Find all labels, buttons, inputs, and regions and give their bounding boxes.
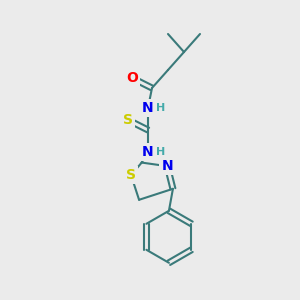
Text: H: H — [156, 103, 166, 113]
Text: N: N — [161, 159, 173, 173]
Text: N: N — [142, 101, 154, 115]
Text: O: O — [126, 71, 138, 85]
Text: S: S — [123, 113, 133, 127]
Text: N: N — [142, 145, 154, 159]
Text: S: S — [126, 168, 136, 182]
Text: H: H — [156, 147, 166, 157]
